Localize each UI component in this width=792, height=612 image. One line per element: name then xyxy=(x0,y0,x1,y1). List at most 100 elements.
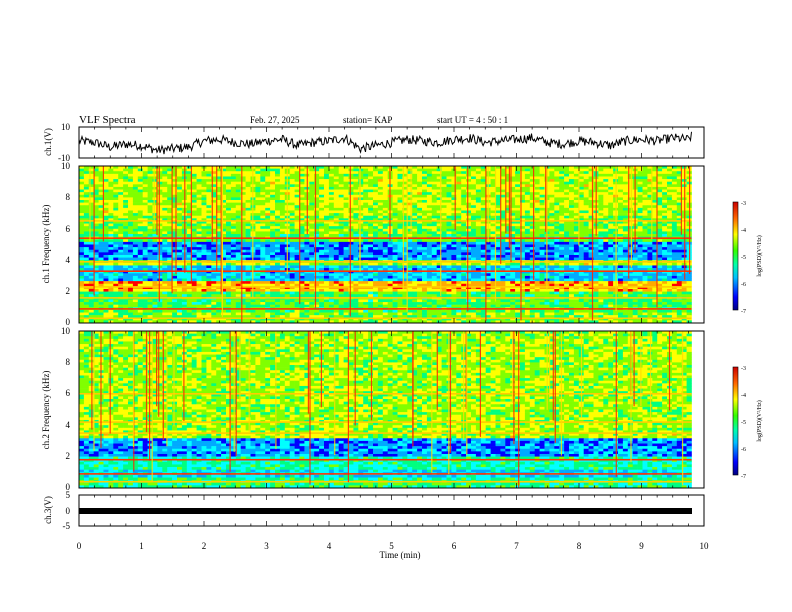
spectrogram-cell xyxy=(338,262,344,266)
spectrogram-cell xyxy=(167,268,173,271)
spectrogram-cell xyxy=(108,210,114,214)
spectrogram-cell xyxy=(505,241,511,245)
spectrogram-cell xyxy=(275,205,281,209)
spectrogram-cell xyxy=(490,166,496,169)
spectrogram-cell xyxy=(240,244,246,248)
spectrogram-cell xyxy=(676,215,682,219)
spectrogram-cell xyxy=(559,247,565,251)
spectrogram-cell xyxy=(186,215,192,219)
spectrogram-cell xyxy=(270,241,276,245)
spectrogram-cell xyxy=(358,268,364,271)
spectrogram-cell xyxy=(196,186,202,190)
spectrogram-cell xyxy=(573,226,580,230)
spectrogram-cell xyxy=(495,200,501,203)
spectrogram-cell xyxy=(392,200,398,203)
spectrogram-cell xyxy=(260,192,266,196)
spectrogram-cell xyxy=(564,252,570,256)
spectrogram-cell xyxy=(431,226,437,230)
spectrogram-cell xyxy=(83,207,90,211)
spectrogram-cell xyxy=(123,218,129,222)
spectrogram-cell xyxy=(471,213,477,217)
spectrogram-cell xyxy=(657,202,663,206)
spectrogram-cell xyxy=(118,210,124,214)
spectrogram-cell xyxy=(88,226,94,230)
spectrogram-cell xyxy=(191,234,197,237)
spectrogram-cell xyxy=(647,186,653,190)
spectrogram-cell xyxy=(461,247,467,251)
spectrogram-cell xyxy=(539,223,545,227)
spectrogram-cell xyxy=(500,218,506,222)
spectrogram-cell xyxy=(382,194,388,198)
spectrogram-cell xyxy=(118,192,124,196)
spectrogram-cell xyxy=(211,189,217,193)
spectrogram-cell xyxy=(152,200,158,203)
spectrogram-cell xyxy=(343,194,349,198)
spectrogram-cell xyxy=(569,244,575,248)
spectrogram-cell xyxy=(618,247,624,251)
spectrogram-cell xyxy=(549,241,555,245)
spectrogram-cell xyxy=(676,262,682,266)
spectrogram-cell xyxy=(647,197,653,201)
spectrogram-cell xyxy=(196,215,202,219)
spectrogram-cell xyxy=(618,179,624,182)
spectrogram-cell xyxy=(186,241,192,245)
spectrogram-cell xyxy=(98,207,104,211)
spectrogram-cell xyxy=(309,176,315,180)
spectrogram-cell xyxy=(549,173,555,177)
spectrogram-cell xyxy=(627,186,633,190)
spectrogram-cell xyxy=(637,213,643,217)
spectrogram-cell xyxy=(128,254,134,258)
spectrogram-cell xyxy=(88,200,94,203)
spectrogram-cell xyxy=(676,171,682,175)
spectrogram-cell xyxy=(299,241,305,245)
spectrogram-cell xyxy=(191,192,197,196)
spectrogram-cell xyxy=(245,226,251,230)
spectrogram-cell xyxy=(377,257,384,261)
spectrogram-cell xyxy=(137,186,143,190)
spectrogram-cell xyxy=(671,265,678,269)
spectrogram-cell xyxy=(490,171,496,175)
spectrogram-cell xyxy=(206,186,212,190)
spectrogram-cell xyxy=(446,265,452,269)
spectrogram-cell xyxy=(167,257,173,261)
spectrogram-cell xyxy=(569,200,575,203)
spectrogram-cell xyxy=(333,171,339,175)
spectrogram-cell xyxy=(578,176,584,180)
spectrogram-cell xyxy=(588,268,594,271)
spectrogram-cell xyxy=(676,202,682,206)
spectrogram-cell xyxy=(466,257,472,261)
spectrogram-cell xyxy=(554,220,560,224)
spectrogram-cell xyxy=(157,249,163,253)
spectrogram-cell xyxy=(333,249,339,253)
spectrogram-cell xyxy=(186,262,192,266)
spectrogram-cell xyxy=(662,226,668,230)
spectrogram-cell xyxy=(147,220,153,224)
spectrogram-cell xyxy=(167,184,173,188)
spectrogram-cell xyxy=(343,168,349,172)
spectrogram-cell xyxy=(652,239,658,243)
spectrogram-cell xyxy=(529,186,535,190)
spectrogram-cell xyxy=(348,254,354,258)
spectrogram-cell xyxy=(363,262,369,266)
spectrogram-cell xyxy=(559,171,565,175)
spectrogram-cell xyxy=(152,166,158,169)
spectrogram-cell xyxy=(559,194,565,198)
spectrogram-cell xyxy=(235,205,241,209)
spectrogram-cell xyxy=(554,262,560,266)
spectrogram-cell xyxy=(520,249,526,253)
spectrogram-cell xyxy=(534,207,540,211)
spectrogram-cell xyxy=(622,194,629,198)
spectrogram-cell xyxy=(412,200,418,203)
spectrogram-cell xyxy=(314,186,320,190)
spectrogram-cell xyxy=(407,226,413,230)
spectrogram-cell xyxy=(426,218,433,222)
spectrogram-cell xyxy=(426,166,433,169)
spectrogram-cell xyxy=(495,197,501,201)
spectrogram-cell xyxy=(196,220,202,224)
spectrogram-cell xyxy=(598,220,604,224)
spectrogram-cell xyxy=(309,226,315,230)
spectrogram-cell xyxy=(583,171,589,175)
spectrogram-cell xyxy=(461,171,467,175)
spectrogram-cell xyxy=(294,202,300,206)
spectrogram-cell xyxy=(559,189,565,193)
